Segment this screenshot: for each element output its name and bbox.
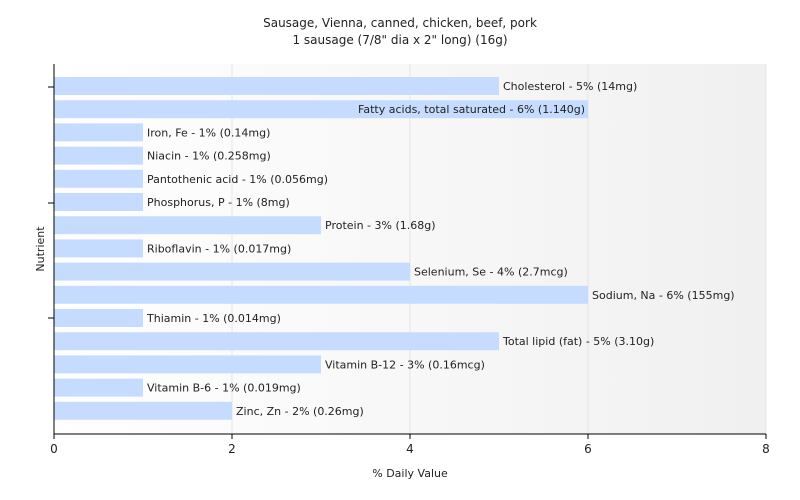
bar-label: Cholesterol - 5% (14mg) [503, 80, 637, 93]
x-tick-label: 2 [228, 442, 236, 456]
bar-label: Iron, Fe - 1% (0.14mg) [147, 126, 270, 139]
bar-label: Selenium, Se - 4% (2.7mcg) [414, 266, 568, 279]
bar-labels: Cholesterol - 5% (14mg) Fatty acids, tota… [146, 80, 735, 418]
x-tick-label: 4 [406, 442, 414, 456]
bar [54, 355, 321, 374]
chart-subtitle: 1 sausage (7/8" dia x 2" long) (16g) [292, 33, 507, 47]
bar-label: Vitamin B-12 - 3% (0.16mcg) [325, 358, 485, 371]
bar-label: Zinc, Zn - 2% (0.26mg) [236, 405, 364, 418]
bar-label: Phosphorus, P - 1% (8mg) [147, 196, 290, 209]
x-axis-label: % Daily Value [372, 467, 448, 480]
y-axis-label: Nutrient [34, 226, 47, 272]
bar [54, 262, 410, 281]
bar-label: Vitamin B-6 - 1% (0.019mg) [147, 382, 301, 395]
x-tick-label: 8 [762, 442, 770, 456]
bar-label: Pantothenic acid - 1% (0.056mg) [147, 173, 328, 186]
bar-label: Protein - 3% (1.68g) [325, 219, 436, 232]
bar [54, 77, 499, 95]
bar [54, 309, 143, 327]
bar [54, 378, 143, 397]
bar-label: Fatty acids, total saturated - 6% (1.140… [358, 103, 585, 116]
bar [54, 216, 321, 235]
bar-label: Thiamin - 1% (0.014mg) [146, 312, 281, 325]
bar [54, 169, 143, 188]
x-axis-ticks: 0 2 4 6 8 [50, 434, 770, 456]
bar-label: Niacin - 1% (0.258mg) [147, 150, 271, 163]
bar [54, 123, 143, 142]
bar [54, 285, 588, 304]
bar [54, 401, 232, 420]
x-tick-label: 0 [50, 442, 58, 456]
bar [54, 146, 143, 165]
bar [54, 100, 588, 119]
bar [54, 193, 143, 211]
bar [54, 239, 143, 258]
bars [54, 77, 588, 420]
x-tick-label: 6 [584, 442, 592, 456]
bar-label: Total lipid (fat) - 5% (3.10g) [502, 335, 654, 348]
bar-label: Riboflavin - 1% (0.017mg) [147, 242, 291, 255]
bar [54, 332, 499, 351]
bar-label: Sodium, Na - 6% (155mg) [592, 289, 735, 302]
chart-title: Sausage, Vienna, canned, chicken, beef, … [263, 16, 537, 30]
